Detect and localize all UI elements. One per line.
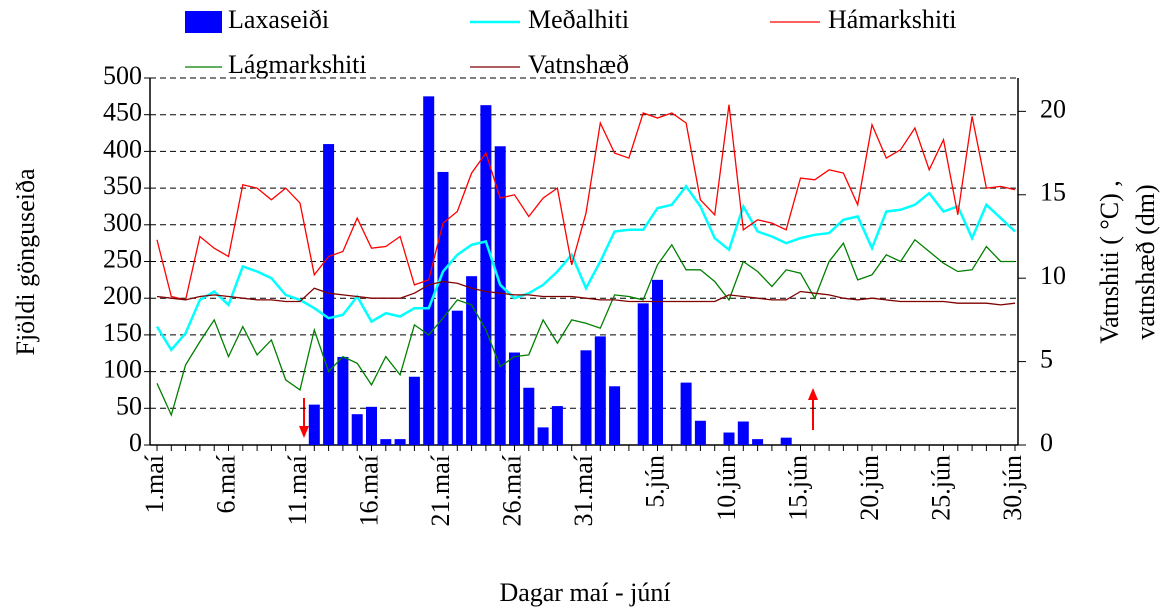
bar xyxy=(580,350,592,445)
legend-label: Hámarkshiti xyxy=(828,5,957,34)
y2-axis-label: Vatnshiti ( °C) , xyxy=(1095,180,1124,344)
bar xyxy=(466,276,478,445)
y-tick-label: 500 xyxy=(103,61,142,90)
bar xyxy=(594,336,606,445)
x-tick-label: 11.maí xyxy=(283,455,312,526)
bar xyxy=(366,406,377,445)
bar xyxy=(437,171,449,445)
bar xyxy=(551,406,563,445)
bar xyxy=(394,439,406,445)
x-tick-label: 10.jún xyxy=(712,455,741,521)
y-tick-label: 400 xyxy=(103,134,142,163)
y-tick-label: 450 xyxy=(103,98,142,127)
y-axis-label: Fjöldi gönguseiða xyxy=(11,168,40,356)
end-arrow xyxy=(808,388,818,430)
y-tick-label: 0 xyxy=(129,428,142,457)
x-tick-label: 31.maí xyxy=(569,455,598,527)
bar xyxy=(723,432,735,445)
bar xyxy=(337,356,349,445)
bar xyxy=(480,105,492,446)
y-tick-label: 200 xyxy=(103,281,142,310)
x-axis-label: Dagar maí - júní xyxy=(499,578,670,607)
line xyxy=(156,280,1016,306)
y2-tick-label: 15 xyxy=(1040,178,1066,207)
x-tick-label: 20.jún xyxy=(855,455,884,521)
line xyxy=(156,104,1016,301)
bar xyxy=(737,421,749,445)
y-tick-label: 350 xyxy=(103,171,142,200)
bar xyxy=(451,310,463,445)
bar xyxy=(351,414,363,445)
line xyxy=(155,184,1016,353)
x-tick-label: 25.jún xyxy=(926,455,955,521)
bar xyxy=(523,387,535,445)
x-tick-label: 5.jún xyxy=(640,455,669,508)
y2-tick-label: 10 xyxy=(1040,261,1066,290)
bar xyxy=(509,352,520,445)
bar xyxy=(694,420,706,445)
y-tick-label: 50 xyxy=(116,391,142,420)
bar xyxy=(680,382,692,445)
y2-tick-label: 5 xyxy=(1040,345,1053,374)
bar xyxy=(323,144,335,445)
bar xyxy=(537,427,549,445)
start-arrow xyxy=(299,398,309,438)
bar xyxy=(609,386,621,445)
x-tick-label: 26.maí xyxy=(497,455,526,527)
bar xyxy=(408,376,420,445)
y2-tick-label: 20 xyxy=(1040,94,1066,123)
legend-label: Vatnshæð xyxy=(528,50,629,79)
bar xyxy=(652,279,663,445)
bar xyxy=(637,303,649,445)
bar xyxy=(308,404,320,445)
bar xyxy=(423,96,435,445)
x-tick-label: 1.maí xyxy=(140,455,169,514)
x-tick-label: 21.maí xyxy=(426,455,455,527)
y-tick-label: 250 xyxy=(103,244,142,273)
legend-label: Lágmarkshiti xyxy=(228,50,367,79)
y-tick-label: 150 xyxy=(103,318,142,347)
y2-tick-label: 0 xyxy=(1040,428,1053,457)
x-tick-label: 30.jún xyxy=(998,455,1027,521)
bar xyxy=(780,437,792,445)
line xyxy=(156,238,1015,417)
legend-label: Laxaseiði xyxy=(228,5,329,34)
y-tick-label: 100 xyxy=(103,355,142,384)
x-tick-label: 16.maí xyxy=(354,455,383,527)
legend-swatch xyxy=(185,11,222,33)
x-tick-label: 15.jún xyxy=(783,455,812,521)
bar xyxy=(494,146,506,445)
y2-axis-label: vatnshæð (dm) xyxy=(1131,184,1160,339)
legend-label: Meðalhiti xyxy=(528,5,629,34)
bar xyxy=(380,439,392,445)
x-tick-label: 6.maí xyxy=(211,455,240,514)
bar xyxy=(752,439,764,445)
y-tick-label: 300 xyxy=(103,208,142,237)
